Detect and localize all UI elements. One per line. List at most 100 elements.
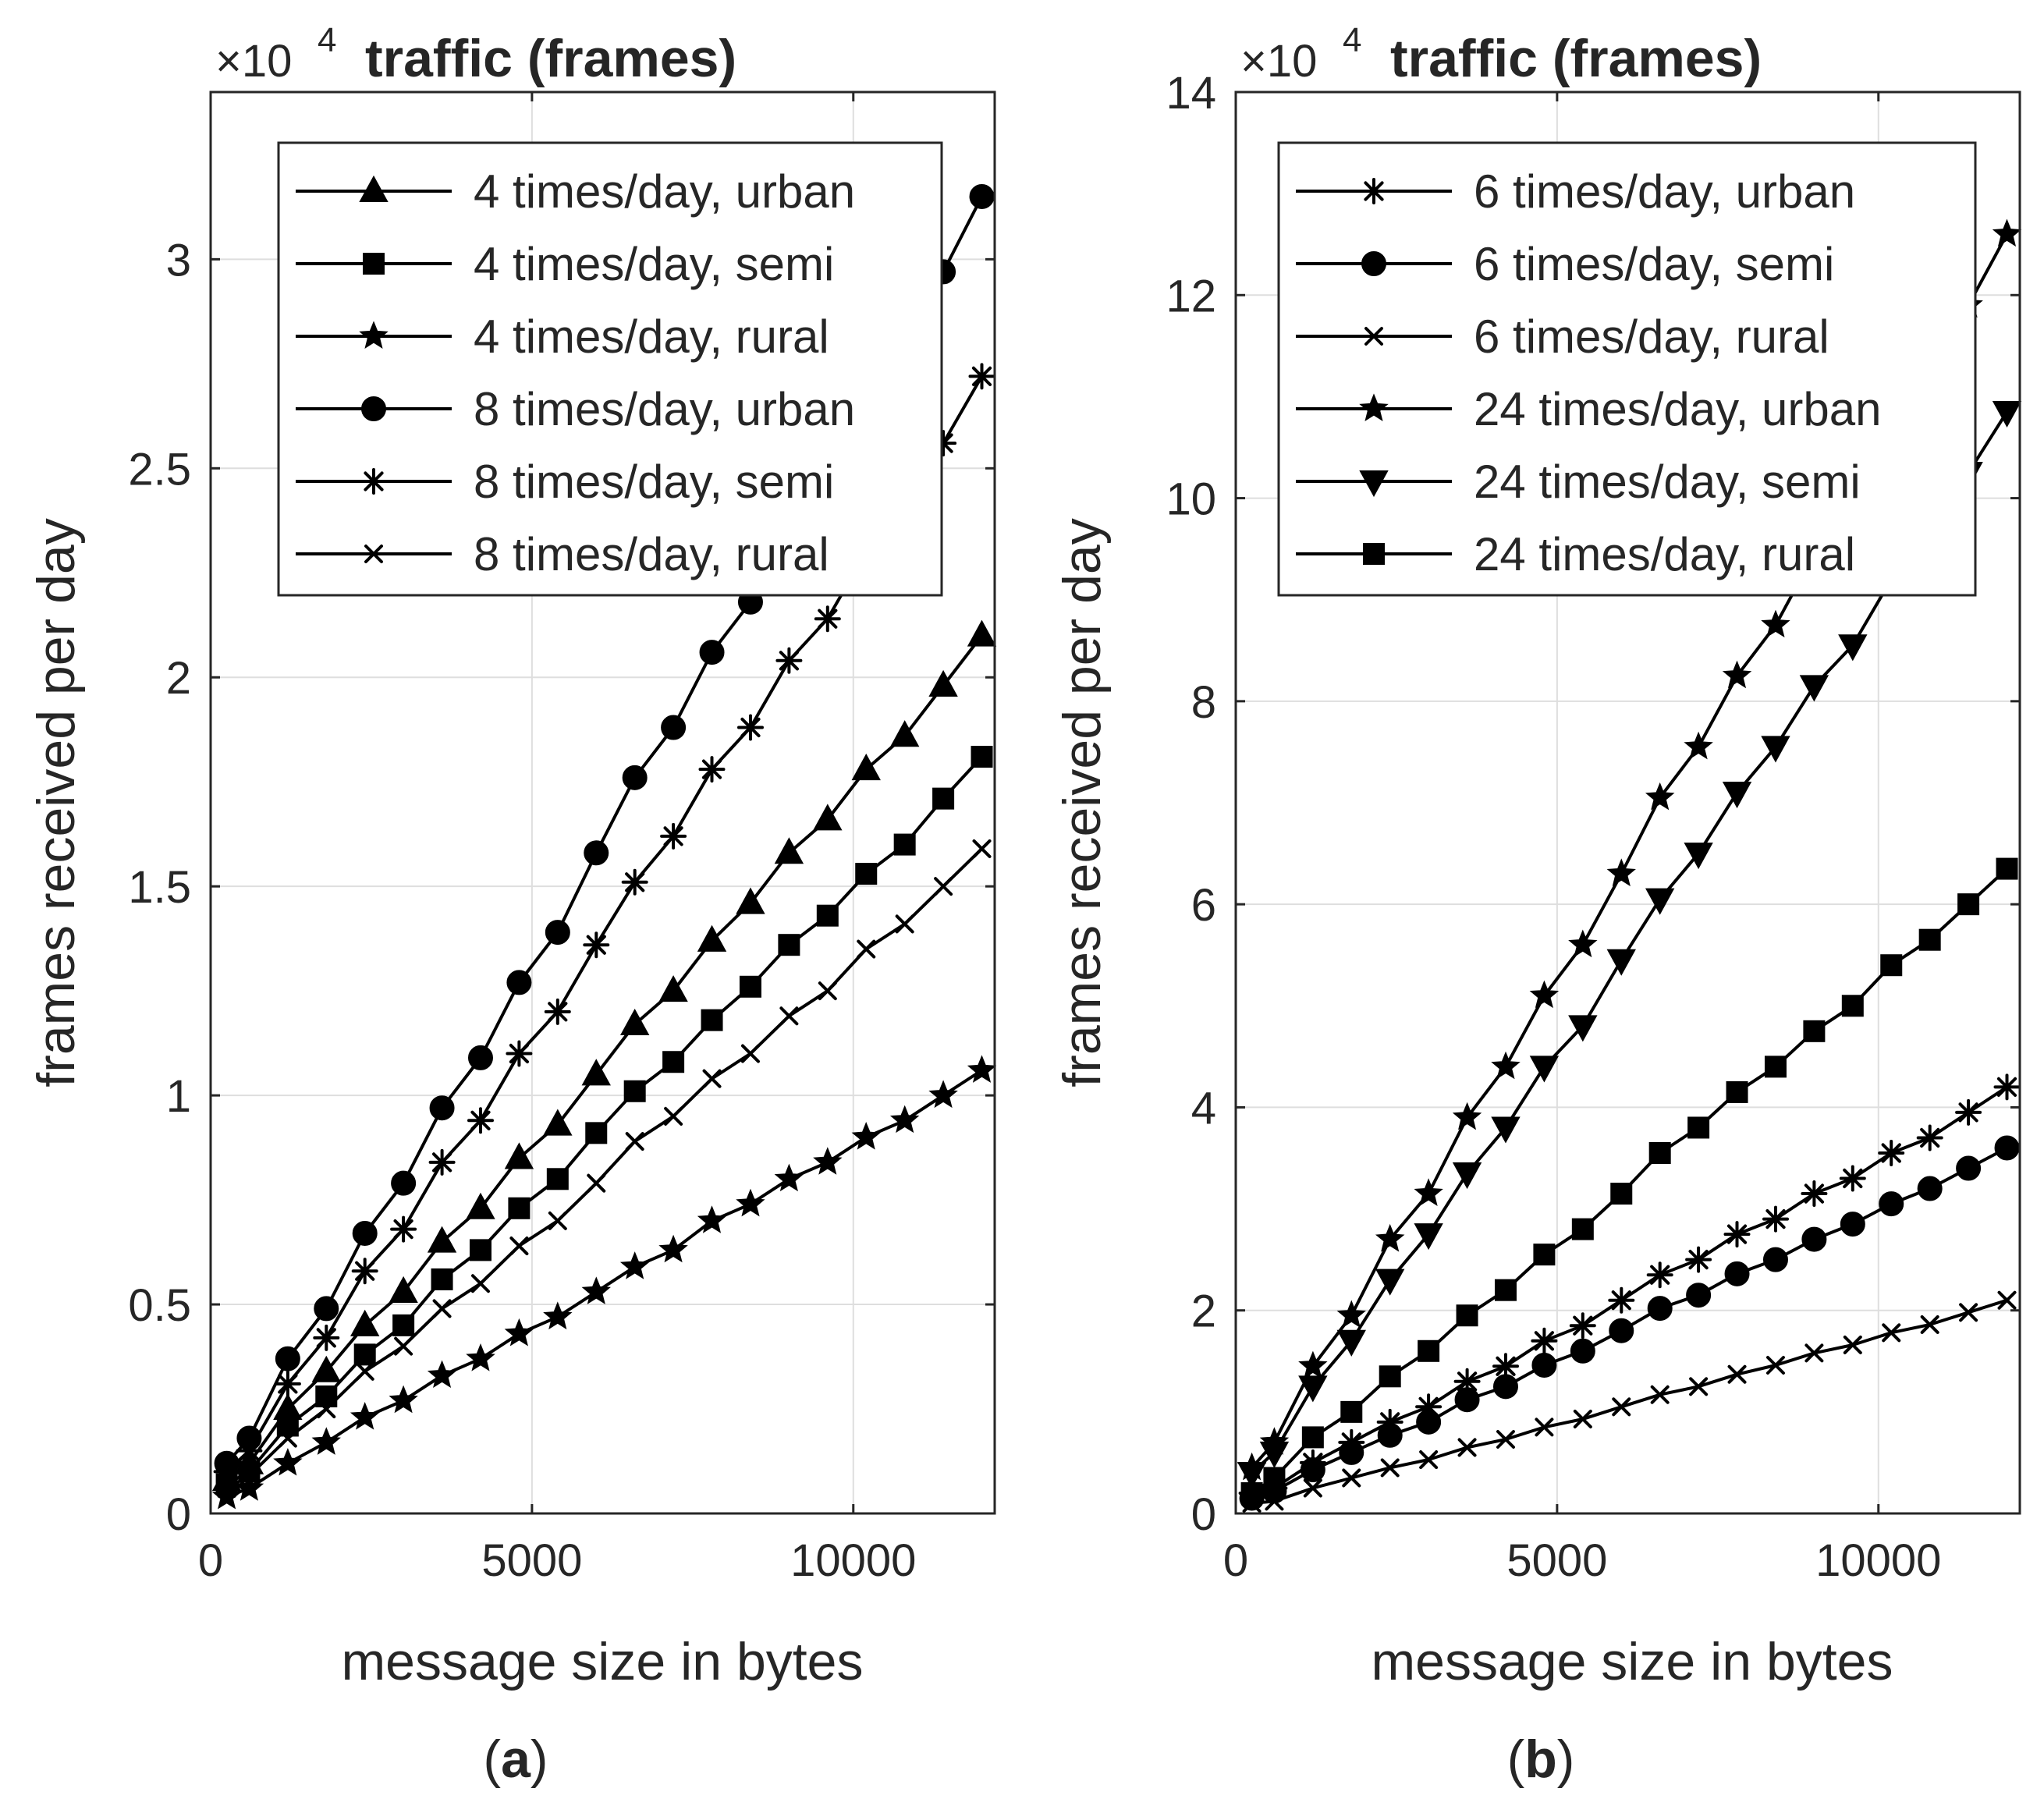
data-point [351,1258,378,1285]
data-point [1608,1286,1635,1314]
data-point [427,1360,457,1389]
data-point [967,619,997,647]
data-point [1838,634,1868,662]
data-point [1456,1304,1478,1327]
data-point [1531,1327,1558,1354]
legend: 4 times/day, urban 4 times/day, semi 4 tim… [277,141,943,597]
legend-marker [359,175,389,202]
legend-entry: 6 times/day, rural [1296,310,1829,363]
data-point [1529,1056,1560,1083]
data-point [1647,1296,1673,1322]
data-point [1453,1368,1481,1395]
data-point [1303,1478,1322,1498]
data-point [544,998,571,1025]
data-point [619,1251,650,1279]
data-point [355,1361,374,1381]
data-point [504,1318,534,1347]
data-point [1804,1343,1824,1363]
data-point [545,920,570,946]
legend-label: 6 times/day, rural [1474,310,1829,363]
axis-exponent: ×10 4 [215,21,336,87]
data-point [311,1427,341,1455]
data-point [1917,1176,1943,1201]
data-point [1959,1303,1978,1322]
data-point [697,924,727,952]
data-point [1994,1135,2020,1161]
y-tick-label: 6 [1191,880,1216,931]
data-point [1336,1329,1366,1357]
data-point [1265,1492,1284,1511]
data-point [1993,1073,2021,1101]
legend-entry: 8 times/day, urban [296,383,855,435]
data-point [581,1059,611,1086]
legend-entry: 6 times/day, semi [1296,238,1834,290]
data-point [775,647,803,674]
x-tick-label: 5000 [481,1535,582,1586]
data-point [1569,1312,1596,1339]
x-tick-label: 10000 [790,1535,916,1586]
data-point [1645,888,1675,915]
data-point [739,975,761,998]
data-point [1298,1350,1328,1379]
panel-caption: (a) [483,1730,548,1789]
legend-marker [363,253,385,275]
legend-entry: 8 times/day, semi [296,456,834,508]
chart-panel-b: 0 5000 10000 0 2 4 6 8 10 12 14 ×10 4 traffic (fra… [1052,21,2022,1789]
data-point [851,1122,881,1150]
data-point [1687,1116,1710,1139]
data-point [932,787,955,810]
series-1 [1238,1073,2021,1506]
y-tick-label: 1 [166,1071,191,1122]
series-3 [211,1055,997,1510]
data-point [930,430,957,457]
data-point [619,1008,650,1036]
data-point [661,715,687,740]
data-point [546,1168,569,1190]
data-point [585,1122,608,1144]
legend-label: 8 times/day, rural [474,528,829,580]
data-point [581,1276,611,1304]
data-point [1610,1183,1633,1205]
data-point [968,363,995,390]
data-point [217,1478,236,1498]
legend-entry: 24 times/day, semi [1296,456,1861,508]
caption-open: ( [483,1730,501,1789]
data-point [391,1170,417,1196]
data-point [1801,1180,1828,1207]
chart-title: traffic (frames) [1390,29,1762,88]
data-point [350,1309,380,1336]
caption-close: ) [531,1730,548,1789]
data-point [855,863,878,885]
data-point [317,1400,336,1419]
tick-labels: 0 5000 10000 0 0.5 1 1.5 2 2.5 3 [128,235,916,1586]
data-point [1762,1205,1789,1233]
data-point [740,1044,760,1063]
legend-label: 8 times/day, urban [474,383,855,435]
data-point [240,1466,259,1485]
data-point [1573,1409,1592,1428]
data-point [392,1314,415,1336]
exponent-base: ×10 [1240,36,1317,87]
data-point [1298,1375,1328,1403]
data-point [662,1051,685,1073]
data-point [778,934,800,956]
data-point [429,1095,455,1121]
data-point [1457,1438,1477,1457]
y-tick-label: 0 [166,1489,191,1540]
y-tick-label: 2.5 [128,444,191,495]
data-point [1415,1393,1443,1421]
data-point [1957,893,1980,916]
data-point [851,754,881,781]
data-point [389,1385,418,1414]
data-point [1496,1430,1515,1449]
data-point [697,1205,727,1233]
y-tick-label: 12 [1166,271,1216,321]
data-point [389,1276,418,1303]
legend-entry: 4 times/day, semi [296,238,834,290]
data-point [1918,928,1941,951]
axis-exponent: ×10 4 [1240,21,1361,87]
data-point [467,1045,493,1070]
data-point [470,1274,490,1293]
legend-box [1277,141,1977,597]
data-point [1762,1247,1788,1272]
